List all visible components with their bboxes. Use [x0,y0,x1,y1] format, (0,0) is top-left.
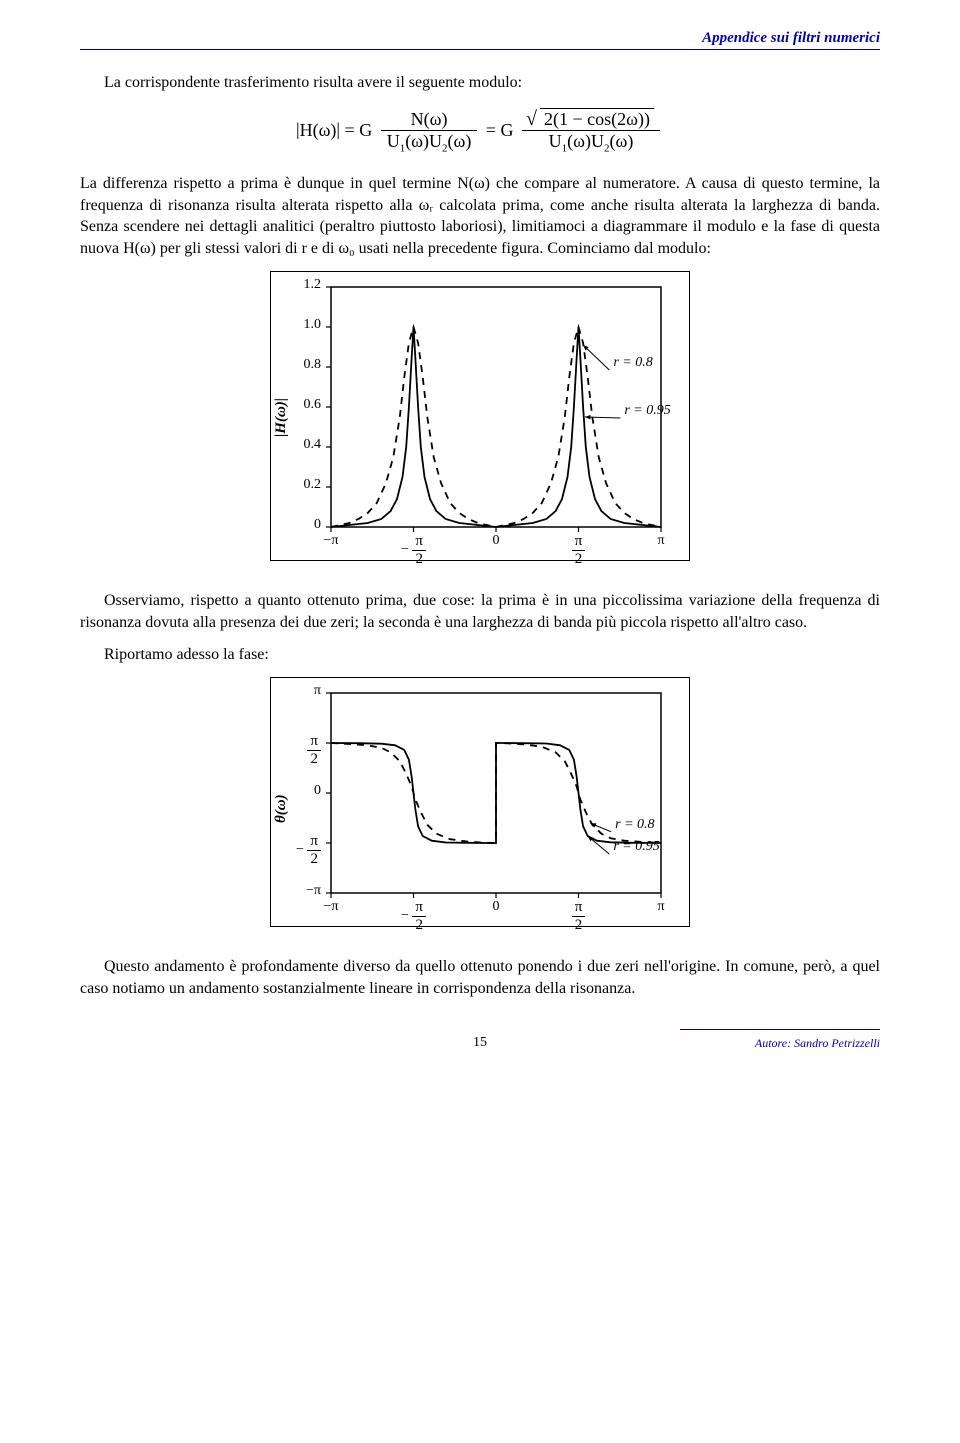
chart-annotation: r = 0.8 [615,817,654,833]
x-tick-label: π [646,899,676,915]
chart-phase: −π− π20π2π−π− π20π2πθ(ω)r = 0.8r = 0.95 [270,677,690,927]
y-tick-label: 0 [314,517,321,533]
x-tick-label: −π [316,899,346,915]
figure-phase: −π − π2 0 π2 π −π − π2 0 π2 π θ(ω) r = 0.8 r = 0.95 [80,677,880,932]
x-tick-label: π2 [564,533,594,567]
x-tick-label: π [646,533,676,549]
y-tick-label: 1.0 [304,317,322,333]
y-tick-label: 0.4 [304,437,322,453]
x-tick-label: π2 [564,899,594,933]
header-title: Appendice sui filtri numerici [702,30,880,46]
x-tick-label: 0 [481,533,511,549]
eq-g2: G [501,119,514,139]
y-tick-label: 1.2 [304,277,322,293]
series-r08 [331,327,661,527]
eq-den2: U1(ω)U2(ω) [522,131,660,155]
eq-den1: U1(ω)U2(ω) [381,131,478,155]
eq-radicand: 2(1 − cos(2ω)) [540,108,654,130]
page-number: 15 [473,1035,487,1051]
chart-annotation: r = 0.8 [613,355,652,371]
y-tick-label: 0.2 [304,477,322,493]
series-r095 [331,743,661,843]
eq-num2: 2(1 − cos(2ω)) [522,108,660,132]
x-tick-label: 0 [481,899,511,915]
paragraph-3: Osserviamo, rispetto a quanto ottenuto p… [80,590,880,633]
paragraph-4: Riportamo adesso la fase: [80,644,880,666]
paragraph-1: La corrispondente trasferimento risulta … [80,72,880,94]
y-tick-label: π [314,683,321,699]
paragraph-5: Questo andamento è profondamente diverso… [80,956,880,999]
y-tick-label: 0 [314,783,321,799]
y-tick-label: π2 [307,733,321,767]
x-tick-label: −π [316,533,346,549]
x-tick-label: − π2 [399,533,429,567]
figure-modulus: 0 0.2 0.4 0.6 0.8 1.0 1.2 −π − π2 0 π2 π |H(ω)| r = 0… [80,271,880,566]
chart-modulus: 00.20.40.60.81.01.2−π− π20π2π|H(ω)|r = 0… [270,271,690,561]
y-tick-label: 0.8 [304,357,322,373]
y-tick-label: − π2 [296,833,321,867]
x-tick-label: − π2 [399,899,429,933]
page-footer: 15 Autore: Sandro Petrizzelli [80,1029,880,1051]
footer-rule [680,1029,880,1030]
y-axis-label: |H(ω)| [273,398,290,437]
y-tick-label: −π [306,883,321,899]
paragraph-2: La differenza rispetto a prima è dunque … [80,173,880,259]
eq-lhs: H(ω) [300,119,337,139]
equation-1: H(ω) = G N(ω) U1(ω)U2(ω) = G 2(1 − cos(2… [80,108,880,155]
chart-annotation: r = 0.95 [613,839,659,855]
page-header: Appendice sui filtri numerici [80,30,880,50]
y-tick-label: 0.6 [304,397,322,413]
eq-num1: N(ω) [381,109,478,131]
footer-author: Autore: Sandro Petrizzelli [755,1036,880,1051]
y-axis-label: θ(ω) [273,795,290,824]
chart-annotation: r = 0.95 [624,403,670,419]
eq-g1: G [359,119,372,139]
